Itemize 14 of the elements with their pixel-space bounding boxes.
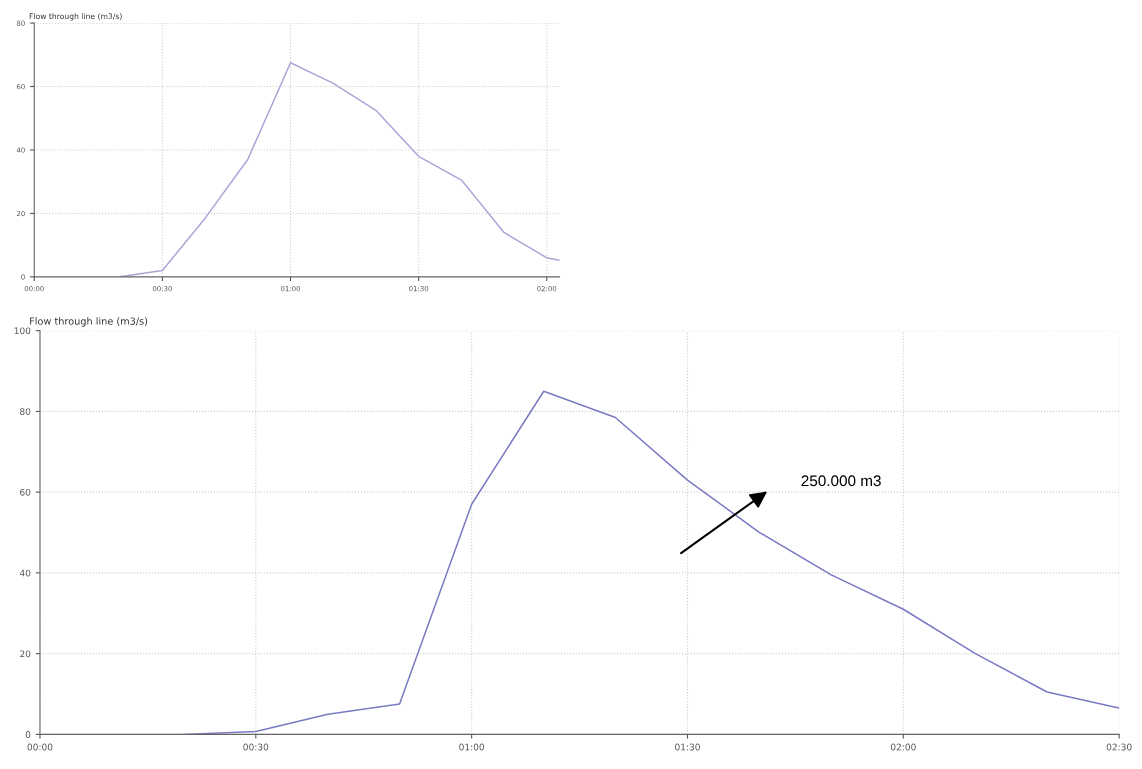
annotation: 250.000 m3 — [801, 475, 881, 487]
x-tick-label: 00:00 — [27, 743, 53, 751]
y-tick-label: 40 — [19, 569, 31, 577]
x-tick-label: 02:00 — [890, 743, 916, 751]
x-tick-label: 01:30 — [675, 743, 700, 751]
y-tick-label: 80 — [20, 408, 31, 415]
y-tick-label: 100 — [14, 327, 31, 335]
y-tick-label: 20 — [20, 650, 31, 658]
y-tick-label: 0 — [25, 731, 31, 738]
x-tick-label: 02:30 — [1106, 743, 1132, 751]
y-axis-title: Flow through line (m3/s) — [30, 317, 148, 327]
x-tick-label: 01:00 — [459, 743, 485, 751]
x-tick-label: 00:30 — [243, 743, 269, 751]
y-tick-label: 60 — [20, 488, 31, 496]
